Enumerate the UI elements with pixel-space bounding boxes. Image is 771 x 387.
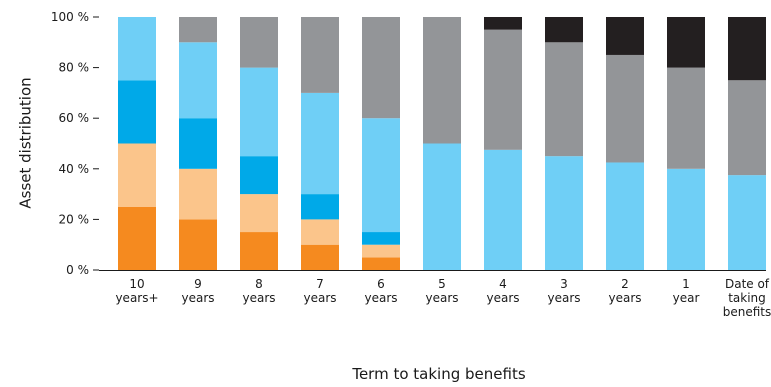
bar-segment-6 — [606, 17, 644, 55]
x-category-label: 4 years — [486, 277, 519, 305]
bar-segment-3 — [301, 194, 339, 220]
bar-segment-6 — [545, 17, 583, 43]
bar-segment-2 — [362, 244, 400, 258]
bars — [118, 17, 766, 270]
x-category-label: 3 years — [547, 277, 580, 305]
bar-segment-1 — [240, 232, 278, 270]
y-tick-label: 0 % — [66, 263, 89, 277]
y-tick-label: 100 % — [51, 10, 89, 24]
bar-segment-5 — [179, 17, 217, 43]
y-axis-title: Asset distribution — [17, 77, 35, 208]
x-category-label: 2 years — [608, 277, 641, 305]
bar-segment-5 — [484, 29, 522, 150]
y-tick-label: 60 % — [59, 111, 90, 125]
bar-segment-2 — [179, 168, 217, 220]
x-category-label: Date of taking benefits — [723, 277, 771, 319]
bar-segment-5 — [667, 67, 705, 169]
y-tick-label: 20 % — [59, 212, 90, 226]
bar-segment-4 — [545, 156, 583, 270]
bar-segment-4 — [484, 149, 522, 270]
bar-segment-6 — [484, 17, 522, 30]
bar-segment-3 — [362, 232, 400, 245]
x-axis-categories: 10 years+ 9 years 8 years 7 years 6 years 5 years 4 y… — [115, 277, 771, 319]
x-category-label: 8 years — [242, 277, 275, 305]
bar-segment-5 — [545, 42, 583, 157]
x-category-label: 6 years — [364, 277, 397, 305]
x-category-label: 7 years — [303, 277, 336, 305]
bar-segment-5 — [240, 17, 278, 68]
bar-segment-4 — [667, 168, 705, 270]
bar-segment-3 — [240, 156, 278, 195]
y-tick-label: 40 % — [59, 162, 90, 176]
bar-segment-4 — [118, 17, 156, 81]
y-tick-label: 80 % — [59, 61, 90, 75]
bar-segment-2 — [301, 219, 339, 245]
y-axis: 0 % 20 % 40 % 60 % 80 % 100 % — [51, 10, 99, 277]
bar-segment-5 — [301, 17, 339, 93]
bar-segment-5 — [606, 54, 644, 163]
x-category-label: 10 years+ — [115, 277, 158, 305]
x-category-label: 5 years — [425, 277, 458, 305]
bar-segment-3 — [118, 80, 156, 144]
bar-segment-4 — [362, 118, 400, 233]
bar-segment-4 — [423, 143, 461, 270]
x-axis-title: Term to taking benefits — [351, 365, 525, 383]
bar-segment-4 — [179, 42, 217, 119]
x-category-label: 9 years — [181, 277, 214, 305]
bar-segment-5 — [362, 17, 400, 119]
bar-segment-4 — [606, 162, 644, 270]
x-category-label: 1 year — [673, 277, 700, 305]
bar-segment-4 — [728, 175, 766, 270]
bar-segment-1 — [362, 257, 400, 270]
bar-segment-5 — [728, 80, 766, 176]
bar-segment-2 — [118, 143, 156, 207]
bar-segment-4 — [240, 67, 278, 157]
bar-segment-1 — [179, 219, 217, 270]
bar-segment-1 — [301, 244, 339, 270]
bar-segment-5 — [423, 17, 461, 144]
bar-segment-3 — [179, 118, 217, 169]
bar-segment-6 — [667, 17, 705, 68]
bar-segment-2 — [240, 194, 278, 233]
bar-segment-1 — [118, 206, 156, 270]
bar-segment-4 — [301, 92, 339, 195]
bar-segment-6 — [728, 17, 766, 81]
